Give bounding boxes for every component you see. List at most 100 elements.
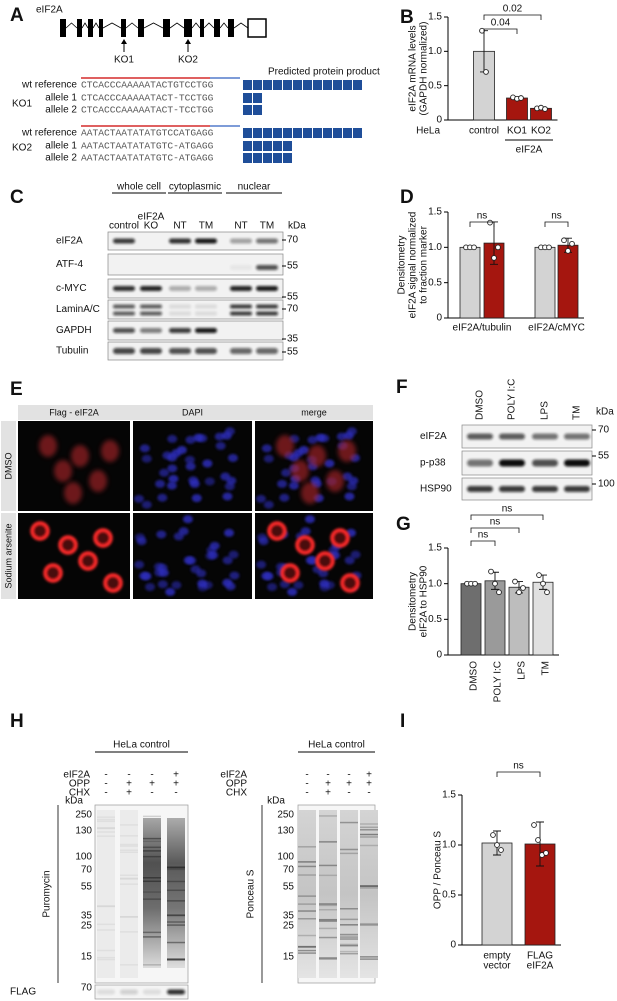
row-name: allele 1 (45, 93, 77, 104)
lane-band (120, 849, 138, 852)
mw-marker: 35 (81, 911, 93, 922)
mw-marker: 55 (287, 347, 299, 358)
nucleus (344, 492, 355, 501)
lane-band (340, 918, 358, 921)
unit-label: kDa (267, 796, 285, 807)
sign: - (305, 788, 308, 799)
y-tick-label: 0 (436, 115, 442, 126)
mw-marker: 15 (81, 952, 93, 963)
lane-band (298, 895, 316, 897)
lane-band (319, 918, 337, 921)
cell (338, 440, 356, 462)
protein-block (263, 153, 272, 163)
lane-label: NT (234, 221, 247, 232)
y-tick-label: 0 (450, 940, 456, 951)
mw-marker: 250 (75, 810, 92, 821)
unit-label: kDa (65, 796, 83, 807)
exon (88, 19, 93, 37)
nucleus (342, 472, 353, 481)
lane-label: DMSO (475, 390, 486, 420)
exon (200, 19, 204, 37)
blot-strip (107, 253, 284, 276)
protein-block (243, 80, 252, 90)
sign: - (305, 770, 308, 781)
column-label: merge (301, 407, 327, 417)
sign: - (150, 788, 153, 799)
lane-band (97, 929, 115, 931)
intron (125, 22, 139, 29)
fraction-header: cytoplasmic (169, 182, 221, 193)
cell (58, 535, 78, 555)
unit-label: kDa (288, 221, 306, 232)
lane-band (167, 958, 185, 961)
intron (169, 22, 185, 29)
sign: + (325, 788, 331, 799)
stain-label: Ponceau S (246, 869, 257, 918)
annotation: ns (478, 530, 489, 541)
mw-marker: 55 (287, 292, 299, 303)
protein-block (263, 141, 272, 151)
data-point (516, 589, 522, 596)
nucleus (167, 464, 178, 473)
nucleus (298, 446, 309, 455)
nucleus (134, 560, 145, 569)
x-tick-label: DMSO (469, 661, 480, 691)
y-axis-label: eIF2A to HSP90 (419, 565, 430, 637)
lane-band (167, 924, 185, 926)
data-point (472, 580, 478, 587)
stain-label: Puromycin (42, 870, 53, 917)
data-point (546, 244, 552, 251)
sequence: AATACTAATATATGTCCATGAGG (81, 128, 214, 139)
lane-band (143, 815, 161, 818)
nucleus (191, 494, 202, 503)
y-axis-label: eIF2A mRNA levels (408, 25, 419, 111)
nucleus (263, 454, 274, 463)
bracket (544, 221, 569, 227)
nucleus (167, 434, 178, 443)
protein-block (283, 153, 292, 163)
y-tick-label: 0 (436, 650, 442, 661)
lane-band (120, 931, 138, 933)
panel-label: F (396, 377, 408, 398)
panel-label: E (10, 379, 23, 400)
lane-band (143, 880, 161, 883)
lane-band (120, 916, 138, 918)
panel-label: I (400, 711, 405, 732)
nucleus (350, 550, 361, 559)
mw-marker: 100 (277, 852, 294, 863)
intron (102, 22, 122, 29)
lane-band (167, 867, 185, 869)
intron (143, 22, 164, 29)
lane-smear (120, 810, 138, 978)
band (143, 989, 161, 995)
intron (203, 22, 215, 29)
x-tick-label: KO1 (507, 126, 527, 137)
sign: + (173, 770, 179, 781)
lane-band (360, 829, 378, 831)
band (564, 433, 590, 440)
band (169, 348, 191, 354)
band (532, 459, 558, 467)
sign: + (126, 779, 132, 790)
band (97, 989, 115, 995)
lane-band (340, 908, 358, 910)
band (140, 286, 162, 291)
band (230, 238, 252, 244)
lane-band (167, 889, 185, 892)
y-axis-label: Densitometry (408, 572, 419, 631)
lane-band (340, 943, 358, 946)
lane-band (298, 846, 316, 848)
bracket (470, 540, 496, 546)
nucleus (324, 459, 335, 468)
protein-block (243, 141, 252, 151)
nucleus (288, 481, 299, 490)
protein-block (253, 153, 262, 163)
lane-band (120, 877, 138, 879)
row-label: LaminA/C (56, 304, 100, 315)
band (140, 328, 162, 333)
intron (81, 22, 89, 29)
lane-band (360, 823, 378, 825)
panel-label: D (400, 187, 414, 208)
annotation: ns (502, 504, 513, 515)
